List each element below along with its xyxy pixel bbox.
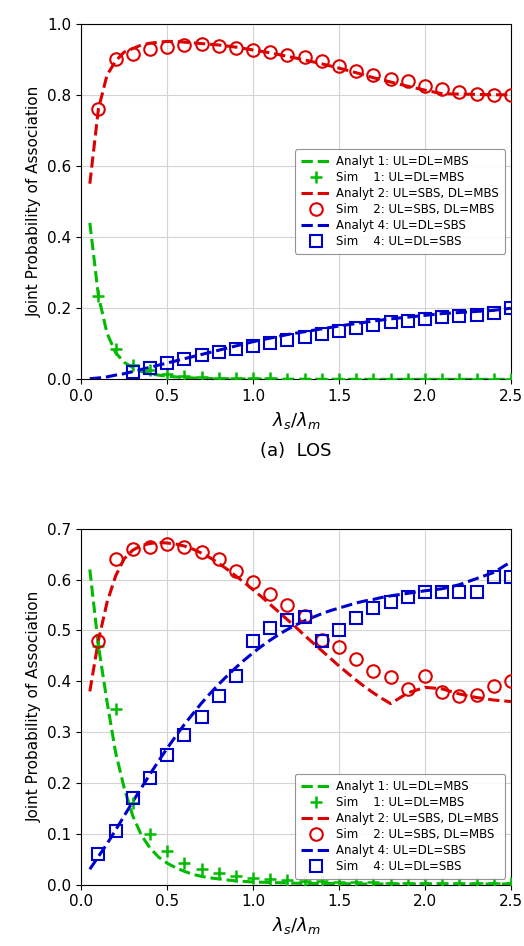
X-axis label: $\lambda_s/\lambda_m$: $\lambda_s/\lambda_m$ bbox=[272, 915, 320, 936]
Legend: Analyt 1: UL=DL=MBS, Sim    1: UL=DL=MBS, Analyt 2: UL=SBS, DL=MBS, Sim    2: UL: Analyt 1: UL=DL=MBS, Sim 1: UL=DL=MBS, A… bbox=[295, 149, 505, 254]
Y-axis label: Joint Probability of Association: Joint Probability of Association bbox=[27, 86, 42, 317]
Text: (a)  LOS: (a) LOS bbox=[260, 442, 332, 460]
X-axis label: $\lambda_s/\lambda_m$: $\lambda_s/\lambda_m$ bbox=[272, 410, 320, 430]
Legend: Analyt 1: UL=DL=MBS, Sim    1: UL=DL=MBS, Analyt 2: UL=SBS, DL=MBS, Sim    2: UL: Analyt 1: UL=DL=MBS, Sim 1: UL=DL=MBS, A… bbox=[295, 774, 505, 879]
Y-axis label: Joint Probability of Association: Joint Probability of Association bbox=[27, 591, 42, 822]
